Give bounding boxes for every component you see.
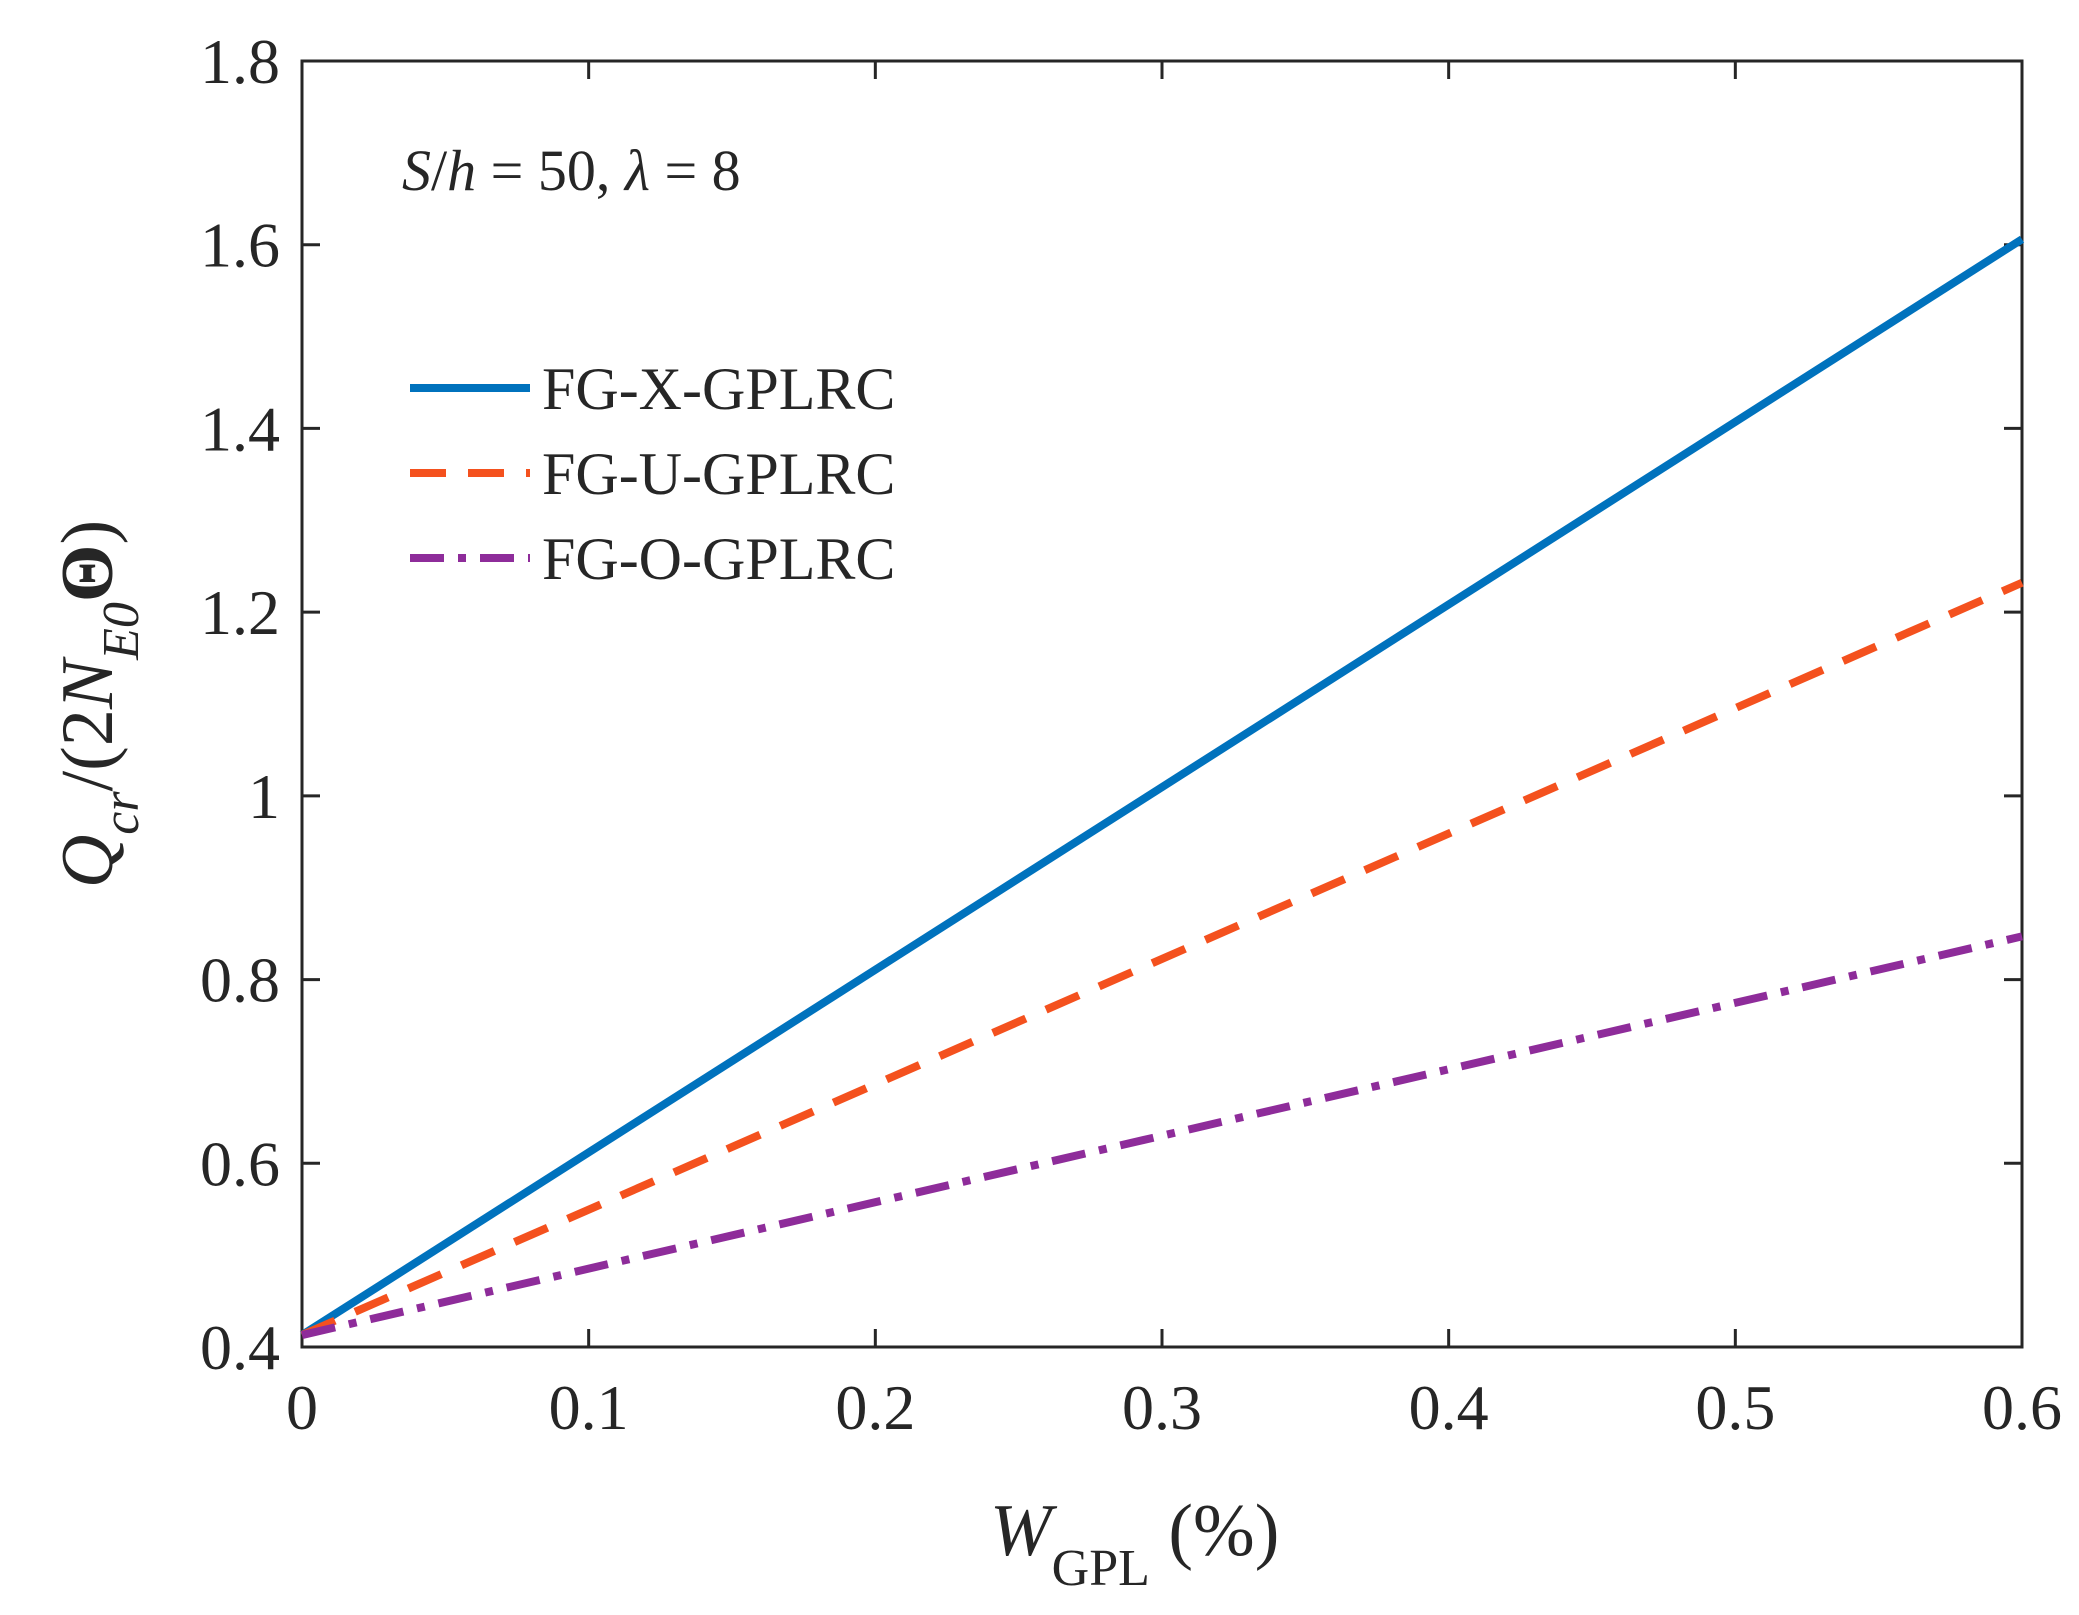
annotation-s: S bbox=[402, 138, 431, 203]
y-tick-label: 0.6 bbox=[200, 1128, 280, 1199]
annotation-eq2: = 8 bbox=[650, 138, 741, 203]
y-tick-label: 1.4 bbox=[200, 393, 280, 464]
annotation-lambda: λ bbox=[623, 138, 650, 203]
x-axis-label-sub: GPL bbox=[1052, 1540, 1150, 1597]
y-tick-label: 1.2 bbox=[200, 577, 280, 648]
series-line-fg-o-gplrc bbox=[301, 932, 2023, 1339]
y-tick-labels: 0.4 0.6 0.8 1 1.2 1.4 1.6 1.8 bbox=[200, 26, 280, 1383]
y-axis-label: Qcr/(2NE0Θ) bbox=[47, 520, 150, 888]
y-axis-label-q-sub: cr bbox=[93, 791, 150, 835]
series-lines bbox=[299, 235, 2025, 1339]
legend-label: FG-U-GPLRC bbox=[542, 441, 895, 507]
x-axis-label-suffix: (%) bbox=[1150, 1490, 1279, 1572]
y-tick-label: 1.8 bbox=[200, 26, 280, 97]
x-tick-labels: 0 0.1 0.2 0.3 0.4 0.5 0.6 bbox=[286, 1372, 2062, 1443]
x-tick-label: 0 bbox=[286, 1372, 318, 1443]
y-tick-label: 1 bbox=[248, 761, 280, 832]
x-tick-label: 0.1 bbox=[549, 1372, 629, 1443]
legend-label: FG-X-GPLRC bbox=[542, 356, 895, 422]
annotation-eq1: = 50, bbox=[476, 138, 625, 203]
plot-area bbox=[300, 59, 2024, 1349]
x-tick-label: 0.5 bbox=[1695, 1372, 1775, 1443]
series-line-fg-u-gplrc bbox=[300, 579, 2024, 1339]
y-axis-label-theta: Θ bbox=[47, 544, 129, 602]
y-axis-label-n-sub: E0 bbox=[93, 602, 150, 661]
x-tick-label: 0.2 bbox=[835, 1372, 915, 1443]
y-axis-label-q: Q bbox=[47, 835, 129, 888]
x-axis-label-main: W bbox=[990, 1490, 1058, 1572]
y-axis-label-mid: /(2 bbox=[47, 709, 129, 791]
legend: FG-X-GPLRC FG-U-GPLRC FG-O-GPLRC bbox=[410, 356, 895, 592]
x-tick-label: 0.6 bbox=[1982, 1372, 2062, 1443]
legend-label: FG-O-GPLRC bbox=[542, 526, 895, 592]
series-line-fg-x-gplrc bbox=[299, 235, 2025, 1339]
annotation-h: h bbox=[447, 138, 476, 203]
x-tick-label: 0.4 bbox=[1409, 1372, 1489, 1443]
axis-ticks bbox=[300, 59, 2024, 1349]
annotation-text: S/h = 50, λ = 8 bbox=[402, 138, 741, 203]
x-tick-label: 0.3 bbox=[1122, 1372, 1202, 1443]
y-axis-label-n: N bbox=[47, 656, 129, 710]
y-tick-label: 0.8 bbox=[200, 945, 280, 1016]
y-tick-label: 1.6 bbox=[200, 210, 280, 281]
y-tick-label: 0.4 bbox=[200, 1312, 280, 1383]
x-axis-label: WGPL (%) bbox=[990, 1490, 1279, 1597]
annotation-slash: / bbox=[431, 138, 448, 203]
y-axis-label-end: ) bbox=[47, 520, 129, 545]
